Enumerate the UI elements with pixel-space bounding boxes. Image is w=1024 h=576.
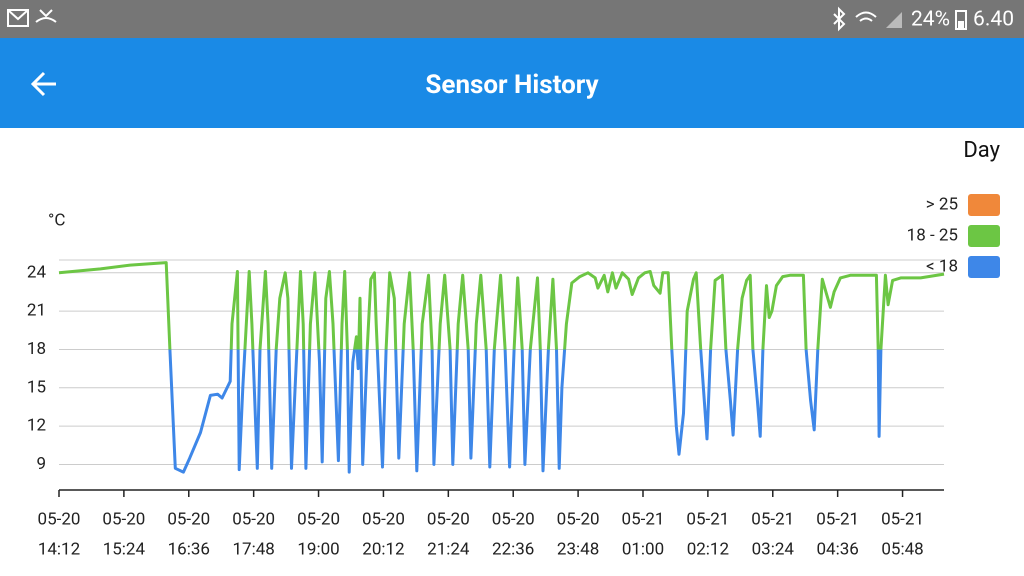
x-tick-label: 17:48 bbox=[232, 539, 274, 559]
y-tick-label: 21 bbox=[27, 301, 46, 321]
legend-label: > 25 bbox=[926, 194, 958, 214]
status-icons bbox=[7, 6, 967, 32]
missed-call-icon bbox=[35, 9, 57, 23]
legend-swatch bbox=[968, 256, 1000, 278]
battery-level bbox=[958, 21, 964, 28]
y-tick-label: 12 bbox=[27, 416, 46, 436]
x-tick-label: 05-20 bbox=[362, 509, 405, 529]
x-tick-label: 22:36 bbox=[492, 539, 534, 559]
x-tick-label: 20:12 bbox=[362, 539, 404, 559]
x-tick-label: 05-20 bbox=[102, 509, 145, 529]
x-tick-label: 05-20 bbox=[427, 509, 470, 529]
x-tick-label: 21:24 bbox=[427, 539, 470, 559]
legend-label: < 18 bbox=[926, 256, 958, 276]
y-tick-label: 18 bbox=[27, 339, 46, 359]
back-button[interactable] bbox=[30, 71, 56, 97]
x-tick-label: 14:12 bbox=[38, 539, 80, 559]
status-bar bbox=[0, 0, 1024, 38]
x-tick-label: 05-21 bbox=[816, 509, 859, 529]
x-tick-label: 15:24 bbox=[103, 539, 146, 559]
legend-swatch bbox=[968, 194, 1000, 216]
legend-swatch bbox=[968, 225, 1000, 247]
x-tick-label: 05-20 bbox=[232, 509, 275, 529]
bluetooth-icon bbox=[833, 6, 846, 32]
signal-icon bbox=[886, 12, 902, 28]
back-arrow[interactable] bbox=[30, 71, 56, 97]
x-tick-label: 04:36 bbox=[816, 539, 858, 559]
app-title: Sensor History bbox=[425, 70, 599, 100]
y-axis-label: °C bbox=[48, 210, 65, 230]
legend-label: 18 - 25 bbox=[907, 225, 958, 245]
x-tick-label: 23:48 bbox=[557, 539, 599, 559]
x-tick-label: 05-20 bbox=[167, 509, 210, 529]
x-tick-label: 02:12 bbox=[687, 539, 729, 559]
view-selector[interactable]: Day bbox=[963, 138, 1000, 163]
battery-text: 24% bbox=[911, 8, 950, 32]
x-tick-label: 16:36 bbox=[168, 539, 210, 559]
x-tick-label: 05-21 bbox=[686, 509, 729, 529]
battery-icon bbox=[955, 10, 967, 30]
y-tick-label: 24 bbox=[27, 262, 47, 282]
y-tick-label: 9 bbox=[36, 454, 46, 474]
wifi-icon bbox=[855, 11, 877, 22]
mail-icon-flap bbox=[7, 9, 29, 21]
temperature-line bbox=[168, 349, 883, 474]
x-tick-label: 01:00 bbox=[622, 539, 664, 559]
x-tick-label: 05-20 bbox=[38, 509, 81, 529]
x-tick-label: 05-20 bbox=[557, 509, 600, 529]
x-tick-label: 05-20 bbox=[297, 509, 340, 529]
x-tick-label: 05:48 bbox=[881, 539, 923, 559]
clock: 6.40 bbox=[973, 8, 1014, 32]
x-tick-label: 05-21 bbox=[622, 509, 665, 529]
x-tick-label: 03:24 bbox=[752, 539, 795, 559]
temperature-line bbox=[58, 261, 945, 350]
app-bar bbox=[0, 38, 1024, 128]
mail-icon bbox=[7, 9, 29, 27]
x-tick-label: 05-21 bbox=[881, 509, 924, 529]
x-tick-label: 05-20 bbox=[492, 509, 535, 529]
x-tick-label: 19:00 bbox=[297, 539, 339, 559]
x-tick-label: 05-21 bbox=[751, 509, 794, 529]
y-tick-label: 15 bbox=[27, 377, 46, 397]
